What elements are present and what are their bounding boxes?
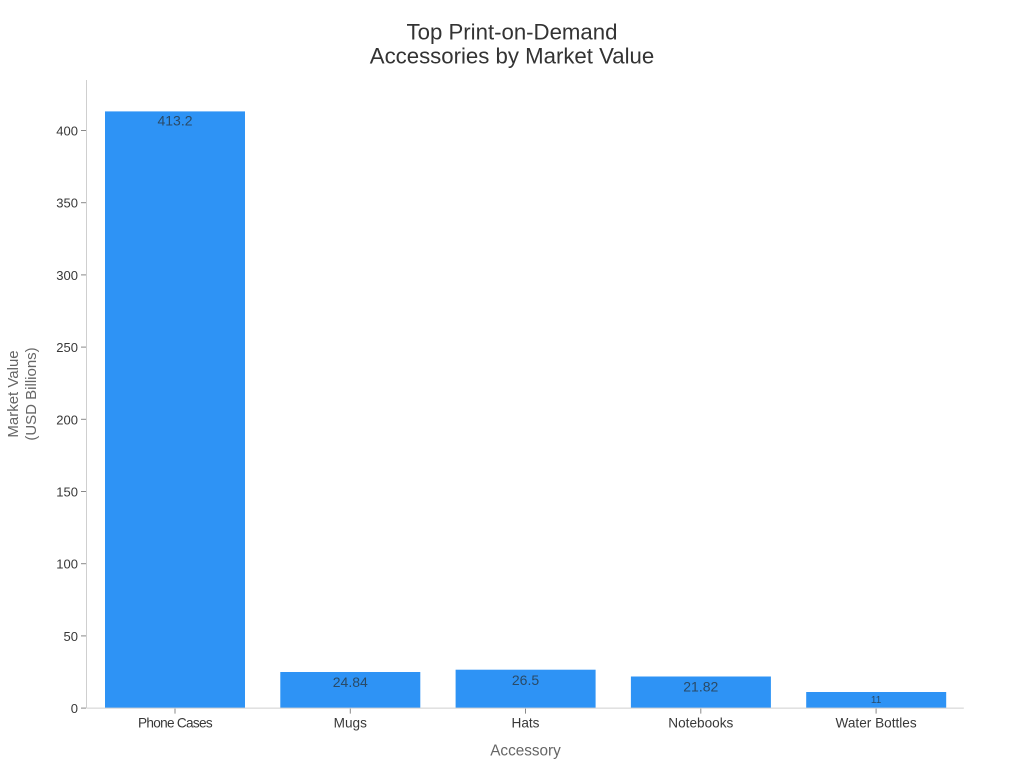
svg-text:(USD Billions): (USD Billions) [23, 347, 40, 440]
svg-text:Notebooks: Notebooks [668, 716, 733, 731]
svg-text:350: 350 [56, 196, 78, 211]
svg-text:Accessories by Market Value: Accessories by Market Value [370, 44, 654, 69]
svg-text:Mugs: Mugs [334, 716, 367, 731]
svg-text:11: 11 [871, 695, 882, 706]
svg-text:300: 300 [56, 268, 78, 283]
svg-text:Water Bottles: Water Bottles [836, 716, 917, 731]
svg-text:150: 150 [56, 485, 78, 500]
svg-text:21.82: 21.82 [683, 679, 718, 695]
svg-text:Hats: Hats [512, 716, 540, 731]
svg-text:24.84: 24.84 [333, 674, 368, 690]
svg-text:200: 200 [56, 412, 78, 427]
svg-text:100: 100 [56, 557, 78, 572]
svg-text:Phone Cases: Phone Cases [138, 716, 213, 731]
svg-text:413.2: 413.2 [157, 112, 192, 128]
svg-text:Accessory: Accessory [490, 742, 561, 759]
svg-text:250: 250 [56, 340, 78, 355]
svg-text:50: 50 [64, 629, 78, 644]
svg-text:Market Value: Market Value [5, 350, 22, 437]
svg-text:400: 400 [56, 124, 78, 139]
svg-text:Top Print-on-Demand: Top Print-on-Demand [407, 20, 618, 45]
svg-text:26.5: 26.5 [512, 672, 539, 688]
svg-text:0: 0 [71, 701, 78, 716]
